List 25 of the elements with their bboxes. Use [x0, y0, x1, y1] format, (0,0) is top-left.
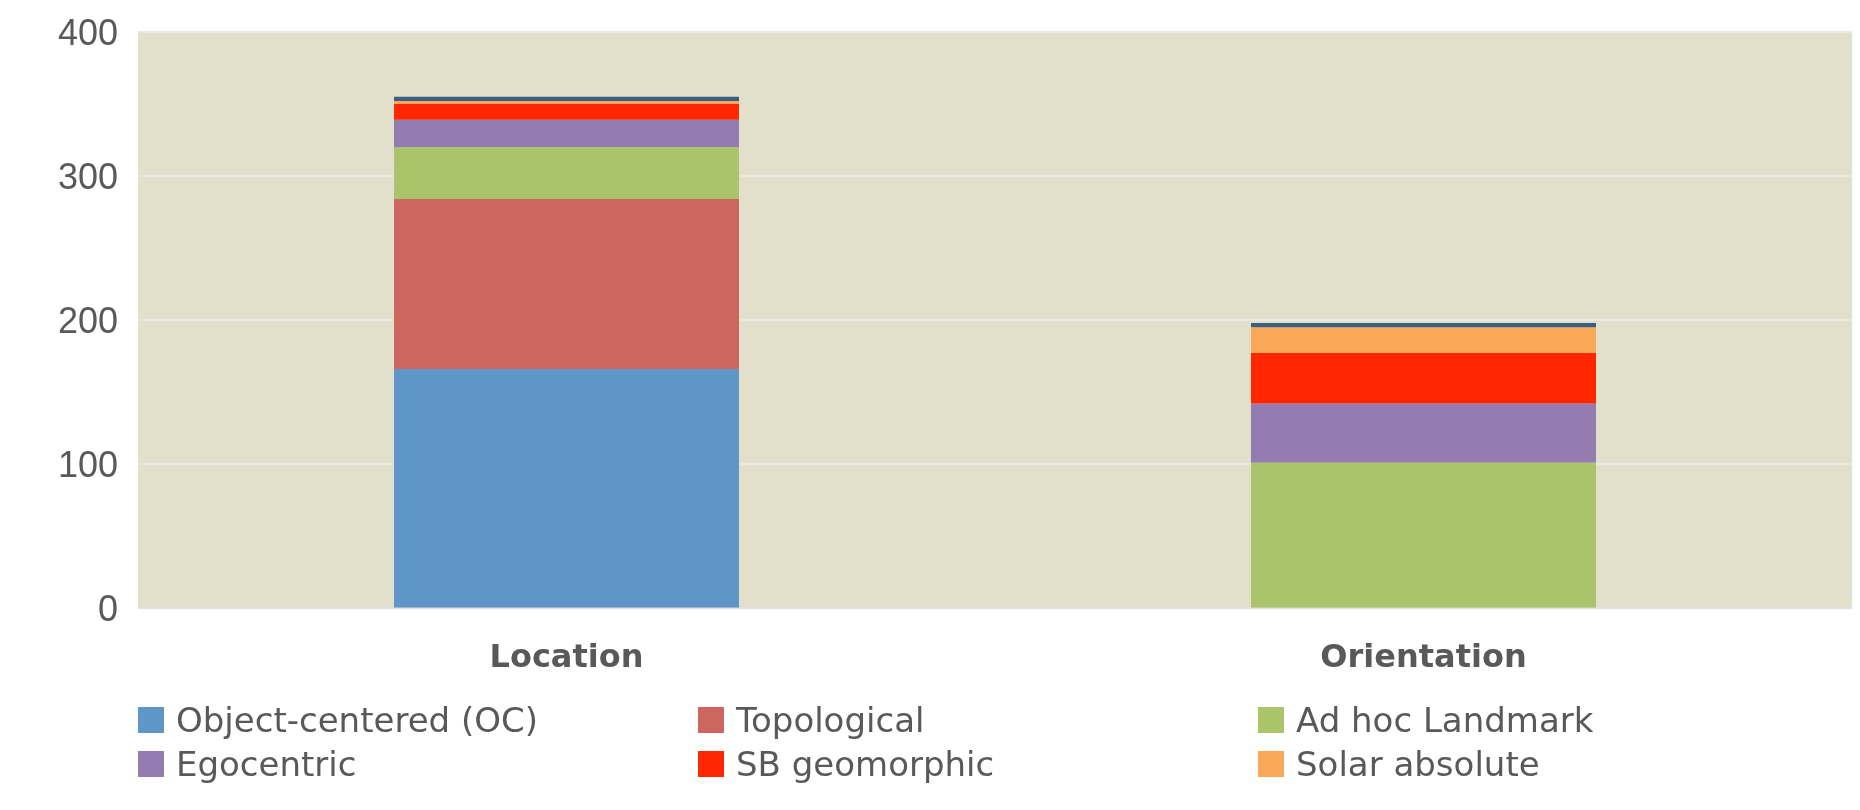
bar: [1251, 327, 1596, 354]
bar: [1251, 322, 1596, 328]
legend-label: SB geomorphic: [736, 743, 995, 786]
bar: [394, 368, 739, 608]
bar: [394, 119, 739, 148]
y-tick-label: 200: [57, 299, 118, 341]
bar: [394, 199, 739, 369]
x-tick-label: Location: [489, 636, 644, 675]
x-tick-label: Orientation: [1320, 636, 1527, 675]
bar: [1251, 403, 1596, 463]
bar: [1251, 353, 1596, 404]
y-tick-label: 0: [97, 587, 118, 629]
bar: [394, 147, 739, 200]
bar: [394, 96, 739, 102]
legend-label: Topological: [736, 699, 925, 742]
legend-label: Solar absolute: [1296, 743, 1540, 786]
y-tick-label: 400: [57, 11, 118, 53]
y-tick-label: 300: [57, 155, 118, 197]
bar: [394, 101, 739, 104]
legend-label: Ad hoc Landmark: [1296, 699, 1594, 742]
legend-label: Egocentric: [176, 743, 357, 786]
bar: [1251, 462, 1596, 608]
y-tick-label: 100: [57, 443, 118, 485]
legend-label: Object-centered (OC): [176, 699, 538, 742]
bar: [394, 104, 739, 120]
